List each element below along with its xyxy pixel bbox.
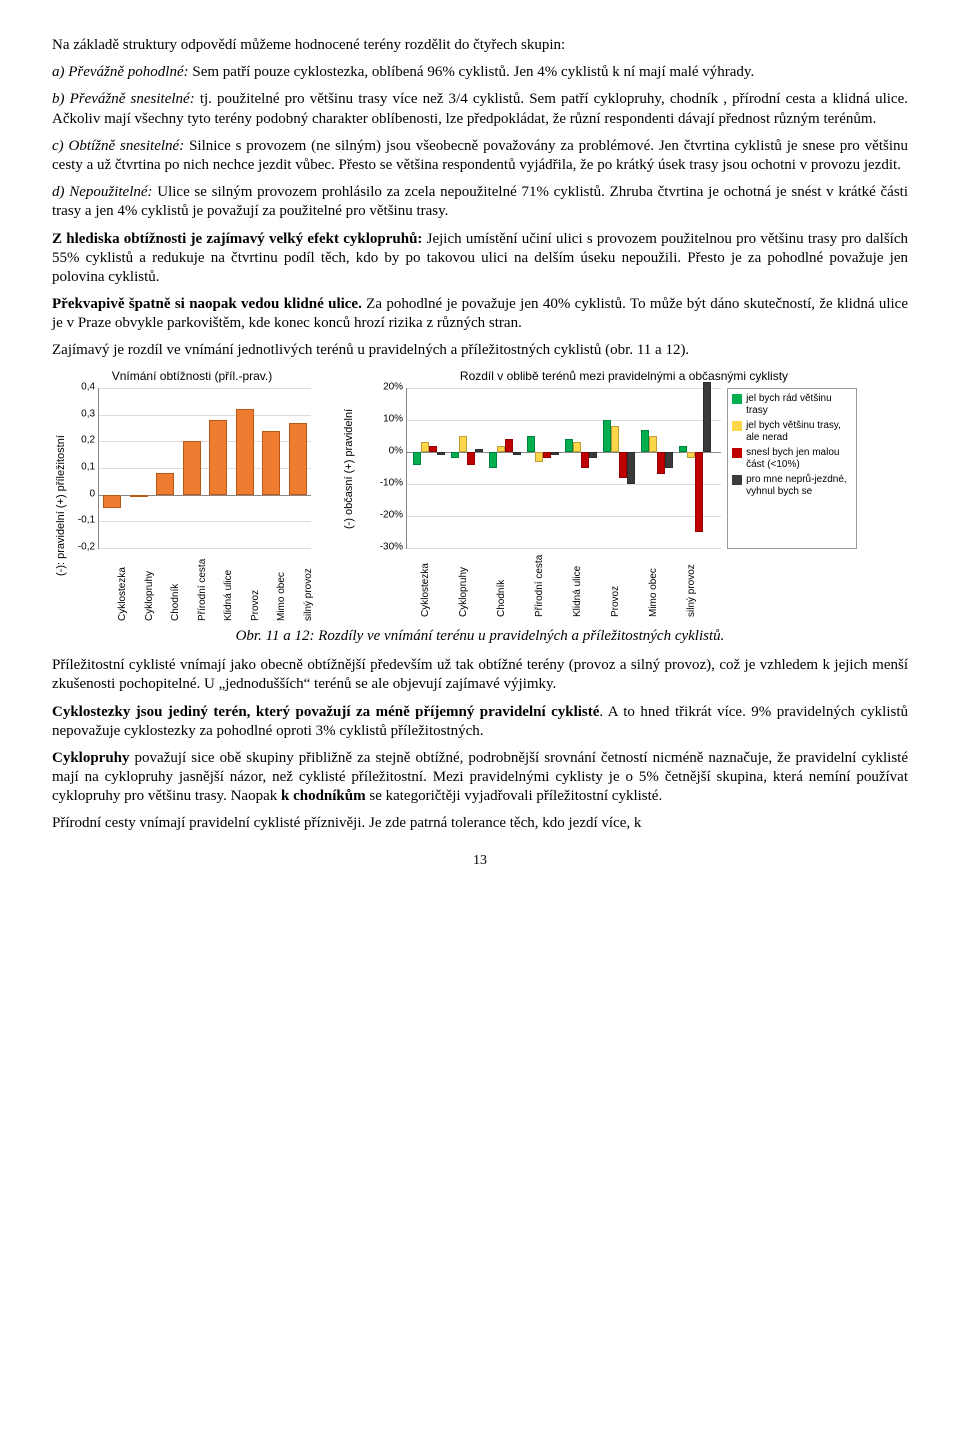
figure-caption: Obr. 11 a 12: Rozdíly ve vnímání terénu … (52, 627, 908, 646)
para-d: d) Nepoužitelné: Ulice se silným provoze… (52, 183, 908, 221)
a-text: Sem patří pouze cyklostezka, oblíbená 96… (189, 64, 755, 80)
chart2-bar (665, 452, 673, 468)
j-rest: se kategoričtěji vyjadřovali příležitost… (366, 788, 663, 804)
chart1-bar (236, 409, 254, 494)
para-i: Cyklostezky jsou jediný terén, který pov… (52, 703, 908, 741)
legend-label: pro mne neprů-jezdné, vyhnul bych se (746, 474, 852, 498)
chart1-bar (103, 495, 121, 508)
legend-item: pro mne neprů-jezdné, vyhnul bych se (732, 474, 852, 498)
chart2-bar (459, 436, 467, 452)
a-label: a) Převážně pohodlné: (52, 64, 189, 80)
chart2-bar (619, 452, 627, 478)
para-j: Cyklopruhy považují sice obě skupiny při… (52, 749, 908, 807)
page-number: 13 (52, 852, 908, 870)
chart2-bar (489, 452, 497, 468)
d-text: Ulice se silným provozem prohlásilo za z… (52, 184, 908, 219)
chart2-bar (679, 446, 687, 452)
e-bold: Z hlediska obtížnosti je zajímavý velký … (52, 231, 422, 247)
chart1-bar (289, 423, 307, 495)
chart2-bar (467, 452, 475, 465)
legend-label: jel bych rád většinu trasy (746, 393, 852, 417)
chart2-legend: jel bych rád většinu trasy jel bych větši… (727, 388, 857, 549)
legend-item: jel bych většinu trasy, ale nerad (732, 420, 852, 444)
chart1-ylabel: (-): pravidelní (+) příležitostní (52, 388, 70, 623)
chart2-bar (497, 446, 505, 452)
legend-swatch (732, 394, 742, 404)
para-f: Překvapivě špatně si naopak vedou klidné… (52, 295, 908, 333)
chart2-bar (573, 442, 581, 452)
f-bold: Překvapivě špatně si naopak vedou klidné… (52, 296, 362, 312)
chart2-bar (611, 426, 619, 452)
para-g: Zajímavý je rozdíl ve vnímání jednotlivý… (52, 341, 908, 360)
chart2-bar (687, 452, 695, 458)
legend-swatch (732, 421, 742, 431)
chart2-bar (429, 446, 437, 452)
legend-label: jel bych většinu trasy, ale nerad (746, 420, 852, 444)
chart2-bar (527, 436, 535, 452)
legend-swatch (732, 448, 742, 458)
chart1-bar (262, 431, 280, 495)
chart2-bar (475, 449, 483, 452)
chart2-bar (413, 452, 421, 465)
legend-swatch (732, 475, 742, 485)
chart2-ylabel: (-) občasní (+) pravidelní (340, 388, 358, 549)
chart2-bar (421, 442, 429, 452)
chart1-plot: -0,2-0,100,10,20,30,4 (98, 388, 311, 549)
chart2-bar (695, 452, 703, 532)
intro: Na základě struktury odpovědí můžeme hod… (52, 36, 908, 55)
charts-row: Vnímání obtížnosti (příl.-prav.) (-): pr… (52, 369, 908, 623)
chart2-bar (581, 452, 589, 468)
chart2-bar (649, 436, 657, 452)
para-e: Z hlediska obtížnosti je zajímavý velký … (52, 230, 908, 288)
chart2-bar (543, 452, 551, 458)
chart2-bar (551, 452, 559, 455)
legend-item: jel bych rád většinu trasy (732, 393, 852, 417)
i-bold: Cyklostezky jsou jediný terén, který pov… (52, 704, 599, 720)
chart2-bar (703, 382, 711, 452)
chart2-bar (657, 452, 665, 474)
chart2-bar (513, 452, 521, 455)
para-c: c) Obtížně snesitelné: Silnice s provoze… (52, 137, 908, 175)
chart1: Vnímání obtížnosti (příl.-prav.) (-): pr… (52, 369, 332, 623)
legend-label: snesl bych jen malou část (<10%) (746, 447, 852, 471)
chart2-bar (641, 430, 649, 452)
chart2-bar (627, 452, 635, 484)
chart2-bar (437, 452, 445, 455)
j-bold1: Cyklopruhy (52, 750, 130, 766)
para-h: Příležitostní cyklisté vnímají jako obec… (52, 656, 908, 694)
b-label: b) Převážně snesitelné: (52, 91, 195, 107)
para-b: b) Převážně snesitelné: tj. použitelné p… (52, 90, 908, 128)
chart2: Rozdíl v oblibě terénů mezi pravidelnými… (340, 369, 908, 619)
chart2-plot: -30%-20%-10%0%10%20% (406, 388, 721, 549)
j-bold2: k chodníkům (281, 788, 366, 804)
chart2-bar (505, 439, 513, 452)
chart1-bar (156, 473, 174, 494)
d-label: d) Nepoužitelné: (52, 184, 153, 200)
c-label: c) Obtížně snesitelné: (52, 138, 184, 154)
para-k: Přírodní cesty vnímají pravidelní cyklis… (52, 814, 908, 833)
chart2-bar (535, 452, 543, 462)
legend-item: snesl bych jen malou část (<10%) (732, 447, 852, 471)
chart2-bar (565, 439, 573, 452)
chart2-bar (451, 452, 459, 458)
chart2-bar (603, 420, 611, 452)
chart2-title: Rozdíl v oblibě terénů mezi pravidelnými… (340, 369, 908, 384)
para-a: a) Převážně pohodlné: Sem patří pouze cy… (52, 63, 908, 82)
chart1-bar (130, 495, 148, 498)
chart2-bar (589, 452, 597, 458)
chart1-bar (209, 420, 227, 495)
chart1-bar (183, 441, 201, 494)
